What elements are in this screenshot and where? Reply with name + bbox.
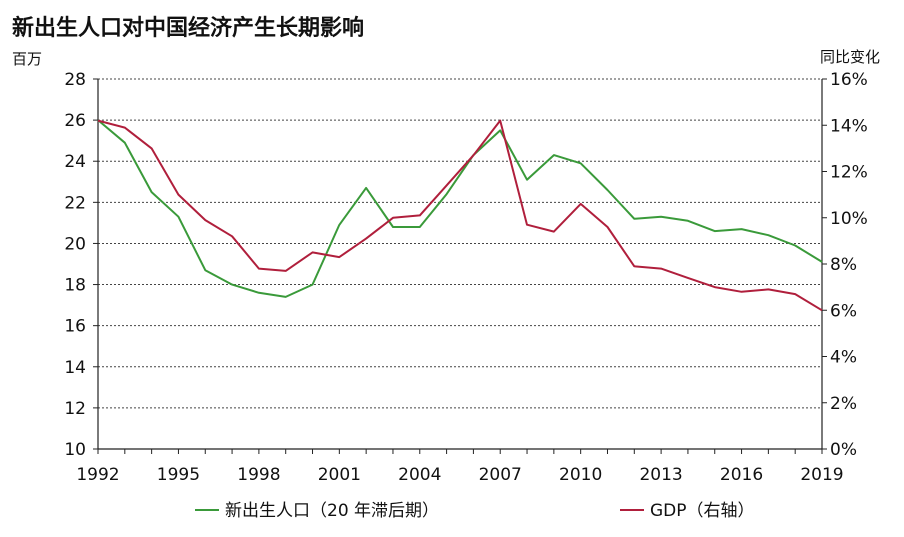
y-left-tick-label: 12: [64, 399, 86, 419]
y-right-tick-label: 16%: [830, 70, 868, 90]
y-right-unit-label: 同比变化: [819, 48, 880, 66]
series-lines: [97, 119, 823, 312]
legend: 新出生人口（20 年滞后期） GDP（右轴）: [195, 501, 755, 521]
tick-labels: 10 12 14 16 18 20 22 24 26 28 0% 2% 4% 6% 8% 10% 12% 14% 1…: [64, 70, 867, 485]
x-tick-label: 1995: [157, 465, 200, 485]
y-right-tick-label: 2%: [830, 394, 857, 414]
y-right-tick-label: 0%: [830, 440, 857, 460]
legend-label-gdp: GDP（右轴）: [650, 501, 755, 521]
y-right-tick-label: 8%: [830, 255, 857, 275]
y-left-tick-label: 22: [64, 193, 86, 213]
y-left-tick-label: 16: [64, 317, 86, 337]
y-right-tick-label: 14%: [830, 116, 868, 136]
y-left-tick-label: 14: [64, 358, 86, 378]
x-tick-label: 2013: [639, 465, 682, 485]
x-tick-label: 2004: [398, 465, 441, 485]
gridlines: [98, 78, 822, 409]
axes: [93, 78, 827, 454]
x-tick-label: 2019: [800, 465, 843, 485]
x-tick-label: 1992: [76, 465, 119, 485]
y-left-tick-label: 24: [64, 152, 86, 172]
y-left-unit-label: 百万: [12, 50, 43, 68]
y-left-tick-label: 26: [64, 111, 86, 131]
y-right-tick-label: 10%: [830, 209, 868, 229]
y-right-tick-label: 12%: [830, 163, 868, 183]
y-left-tick-label: 10: [64, 440, 86, 460]
chart-title: 新出生人口对中国经济产生长期影响: [12, 16, 365, 41]
y-left-tick-label: 28: [64, 70, 86, 90]
x-tick-label: 1998: [237, 465, 280, 485]
x-tick-label: 2001: [318, 465, 361, 485]
x-tick-label: 2007: [479, 465, 522, 485]
gdp-series-line: [97, 119, 823, 312]
y-right-tick-label: 4%: [830, 348, 857, 368]
y-left-tick-label: 18: [64, 276, 86, 296]
y-right-tick-label: 6%: [830, 301, 857, 321]
legend-label-births: 新出生人口（20 年滞后期）: [225, 501, 439, 521]
y-left-tick-label: 20: [64, 234, 86, 254]
births-series-line: [97, 119, 823, 298]
x-tick-label: 2016: [720, 465, 763, 485]
x-tick-label: 2010: [559, 465, 602, 485]
